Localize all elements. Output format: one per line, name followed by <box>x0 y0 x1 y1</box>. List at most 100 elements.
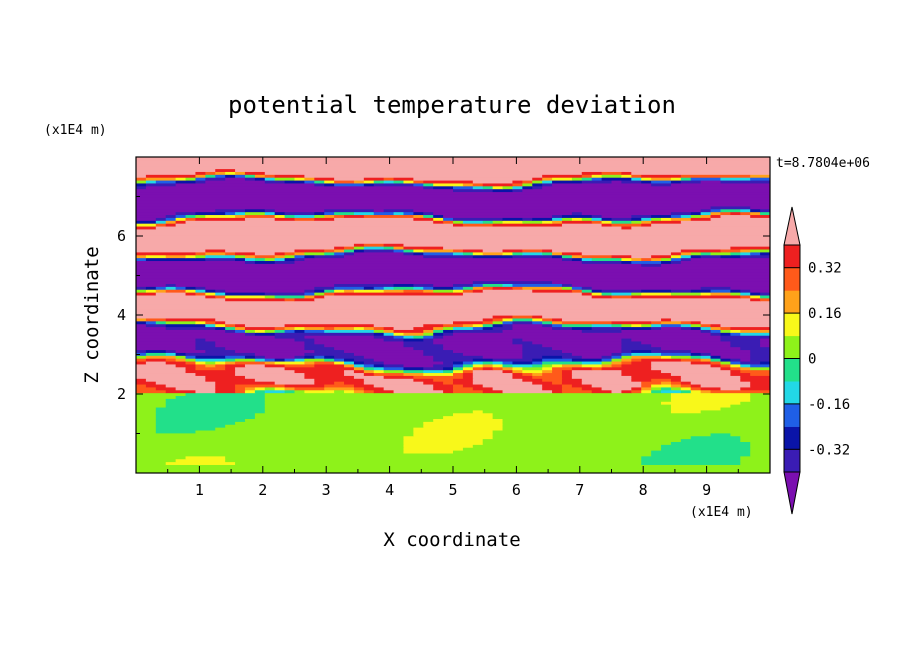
contour-cell <box>502 323 514 328</box>
contour-cell <box>462 363 474 368</box>
contour-cell <box>195 292 206 296</box>
contour-cell <box>601 292 613 296</box>
contour-cell <box>443 346 523 351</box>
contour-cell <box>522 182 533 187</box>
contour-cell <box>363 177 385 181</box>
contour-cell <box>195 389 216 394</box>
contour-cell <box>423 369 444 374</box>
contour-cell <box>680 323 692 328</box>
contour-cell <box>690 389 702 394</box>
contour-cell <box>641 458 741 463</box>
contour-cell <box>195 179 206 184</box>
contour-cell <box>492 363 504 368</box>
contour-cell <box>730 251 741 256</box>
contour-cell <box>274 214 286 218</box>
contour-cell <box>621 372 672 376</box>
contour-cell <box>373 372 405 376</box>
contour-cell <box>571 254 583 259</box>
contour-cell <box>423 211 434 216</box>
contour-cell <box>700 358 712 362</box>
contour-cell <box>136 392 187 397</box>
contour-cell <box>462 369 474 374</box>
contour-cell <box>433 358 474 362</box>
contour-cell <box>453 329 504 333</box>
contour-cell <box>264 398 672 402</box>
contour-cell <box>680 375 741 379</box>
contour-cell <box>423 289 434 293</box>
contour-cell <box>542 372 563 376</box>
contour-cell <box>740 332 770 336</box>
contour-cell <box>136 194 770 198</box>
contour-cell <box>274 257 286 262</box>
contour-cell <box>195 366 226 371</box>
contour-cell <box>235 461 642 465</box>
contour-cell <box>621 360 632 365</box>
contour-cell <box>631 171 770 175</box>
contour-cell <box>225 177 246 181</box>
colorbar-band <box>784 426 800 450</box>
contour-cell <box>571 326 593 330</box>
contour-cell <box>443 220 454 224</box>
contour-cell <box>740 461 770 465</box>
contour-cell <box>136 332 246 336</box>
contour-cell <box>314 217 335 221</box>
contour-cell <box>393 335 405 339</box>
contour-cell <box>502 427 770 431</box>
contour-cell <box>353 326 365 330</box>
contour-cell <box>264 360 276 365</box>
contour-cell <box>502 424 770 428</box>
contour-cell <box>175 349 206 353</box>
contour-cell <box>730 358 741 362</box>
contour-cell <box>235 323 246 328</box>
contour-cell <box>136 214 167 218</box>
contour-cell <box>235 369 296 374</box>
contour-cell <box>225 251 236 256</box>
contour-cell <box>433 335 444 339</box>
contour-cell <box>571 383 593 388</box>
contour-cell <box>581 174 593 178</box>
contour-cell <box>512 251 523 256</box>
contour-cell <box>750 395 770 399</box>
contour-cell <box>492 188 514 193</box>
contour-cell <box>324 292 335 296</box>
contour-cell <box>215 174 226 178</box>
contour-cell <box>462 220 484 224</box>
contour-cell <box>274 329 286 333</box>
contour-cell <box>502 251 514 256</box>
contour-cell <box>482 320 494 325</box>
contour-cell <box>591 294 613 299</box>
contour-cell <box>750 174 770 178</box>
contour-cell <box>462 248 484 253</box>
contour-cell <box>136 366 187 371</box>
contour-cell <box>670 386 682 391</box>
contour-cell <box>353 366 365 371</box>
contour-cell <box>522 346 553 351</box>
contour-cell <box>482 248 504 253</box>
colorbar-bottom-arrow <box>783 471 801 515</box>
contour-cell <box>136 441 405 445</box>
contour-cell <box>433 289 454 293</box>
contour-cell <box>591 257 623 262</box>
contour-cell <box>235 389 246 394</box>
contour-cell <box>621 174 632 178</box>
contour-cell <box>423 179 474 184</box>
contour-cell <box>611 323 623 328</box>
contour-cell <box>462 352 523 356</box>
contour-cell <box>680 254 692 259</box>
contour-cell <box>314 360 335 365</box>
contour-cell <box>304 326 325 330</box>
contour-cell <box>581 378 632 382</box>
contour-cell <box>274 217 296 221</box>
contour-cell <box>552 323 563 328</box>
contour-cell <box>155 179 177 184</box>
contour-cell <box>651 360 692 365</box>
contour-cell <box>453 220 464 224</box>
contour-cell <box>136 452 652 457</box>
contour-cell <box>215 389 236 394</box>
contour-cell <box>175 286 187 290</box>
contour-cell <box>294 297 315 302</box>
contour-cell <box>136 237 770 241</box>
contour-cell <box>423 286 434 290</box>
contour-cell <box>155 286 167 290</box>
contour-cell <box>433 378 454 382</box>
